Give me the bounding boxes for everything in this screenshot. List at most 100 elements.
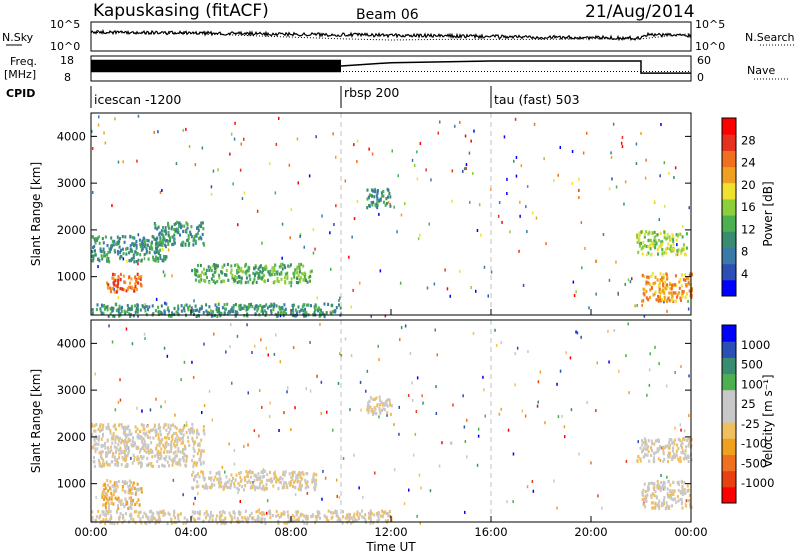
power-echo-cell [92, 257, 95, 261]
power-noise-dot [182, 128, 184, 132]
power-echo-cell [671, 294, 674, 298]
power-echo-cell [271, 266, 274, 270]
power-noise-dot [514, 117, 517, 121]
power-noise-dot [668, 171, 670, 175]
power-echo-cell [261, 275, 264, 279]
power-echo-cell [151, 240, 153, 244]
velocity-noise-dot [421, 394, 423, 398]
power-echo-cell [302, 264, 305, 268]
power-noise-dot [572, 280, 575, 284]
power-echo-cell [200, 221, 203, 225]
power-echo-cell [138, 275, 141, 279]
velocity-echo-cell [95, 423, 98, 427]
velocity-echo-cell [157, 517, 160, 521]
velocity-echo-cell [299, 487, 302, 491]
velocity-echo-cell [118, 423, 121, 427]
velocity-echo-cell [116, 521, 119, 525]
power-echo-cell [203, 267, 205, 271]
power-echo-cell [120, 307, 123, 311]
power-noise-dot [608, 187, 611, 191]
power-echo-cell [218, 311, 221, 315]
power-echo-cell [92, 259, 95, 263]
velocity-echo-cell [246, 516, 249, 520]
power-echo-cell [216, 279, 219, 284]
velocity-echo-cell [191, 514, 194, 518]
power-echo-cell [242, 270, 245, 274]
velocity-echo-cell [688, 493, 691, 498]
power-echo-cell [664, 247, 667, 251]
velocity-noise-dot [462, 394, 464, 398]
velocity-echo-cell [117, 461, 120, 465]
power-noise-dot [635, 162, 638, 165]
power-echo-cell [119, 272, 122, 276]
power-echo-cell [293, 275, 296, 279]
velocity-noise-dot [412, 453, 415, 457]
power-echo-cell [126, 310, 129, 314]
power-echo-cell [642, 245, 645, 249]
power-echo-cell [284, 281, 287, 285]
power-echo-cell [307, 303, 310, 307]
power-noise-dot [210, 185, 213, 189]
velocity-noise-dot [253, 429, 256, 433]
velocity-echo-cell [98, 515, 101, 519]
velocity-echo-cell [167, 443, 170, 447]
velocity-echo-cell [677, 480, 680, 484]
velocity-echo-cell [127, 424, 130, 428]
velocity-noise-dot [230, 323, 232, 327]
power-echo-cell [323, 315, 326, 319]
power-noise-dot [660, 123, 662, 126]
velocity-echo-cell [108, 463, 111, 467]
velocity-echo-cell [107, 423, 110, 427]
velocity-noise-dot [507, 428, 510, 432]
power-echo-cell [684, 295, 687, 299]
velocity-echo-cell [114, 438, 117, 442]
velocity-echo-cell [147, 518, 150, 522]
power-noise-dot [387, 200, 390, 204]
velocity-echo-cell [92, 460, 95, 464]
power-echo-cell [133, 244, 135, 248]
power-noise-dot [234, 121, 236, 125]
power-echo-cell [661, 290, 664, 294]
power-noise-dot [274, 191, 277, 195]
velocity-echo-cell [361, 509, 364, 513]
power-echo-cell [666, 275, 669, 279]
velocity-echo-cell [358, 512, 361, 516]
velocity-noise-dot [95, 496, 97, 500]
velocity-echo-cell [367, 408, 370, 413]
nave-label: Nave [747, 64, 775, 77]
power-echo-cell [172, 238, 175, 243]
power-echo-cell [220, 311, 223, 315]
power-echo-cell [248, 303, 251, 307]
power-colorbar-step [722, 215, 736, 232]
power-echo-cell [273, 302, 276, 306]
velocity-echo-cell [129, 483, 132, 488]
power-echo-cell [100, 303, 103, 307]
power-colorbar-tick: 16 [741, 200, 756, 214]
velocity-echo-cell [100, 428, 103, 432]
power-echo-cell [663, 236, 666, 240]
velocity-noise-dot [556, 382, 558, 386]
power-echo-cell [112, 281, 115, 285]
velocity-echo-cell [204, 516, 207, 520]
velocity-echo-cell [305, 481, 308, 485]
velocity-echo-cell [666, 504, 669, 508]
velocity-echo-cell [151, 428, 154, 432]
power-echo-cell [151, 234, 154, 239]
power-echo-cell [331, 310, 334, 314]
power-echo-cell [139, 245, 142, 249]
velocity-echo-cell [383, 408, 386, 412]
velocity-echo-cell [251, 517, 254, 521]
power-noise-dot [515, 156, 518, 159]
power-noise-dot [666, 309, 668, 313]
velocity-echo-cell [277, 486, 280, 491]
power-colorbar-step [722, 118, 736, 135]
power-echo-cell [284, 272, 287, 276]
velocity-echo-cell [149, 448, 152, 452]
velocity-echo-cell [389, 412, 392, 416]
power-echo-cell [244, 304, 246, 308]
power-echo-cell [292, 311, 295, 315]
velocity-noise-dot [236, 334, 239, 338]
velocity-echo-cell [114, 496, 117, 500]
velocity-echo-cell [173, 459, 176, 463]
power-echo-cell [280, 277, 283, 281]
